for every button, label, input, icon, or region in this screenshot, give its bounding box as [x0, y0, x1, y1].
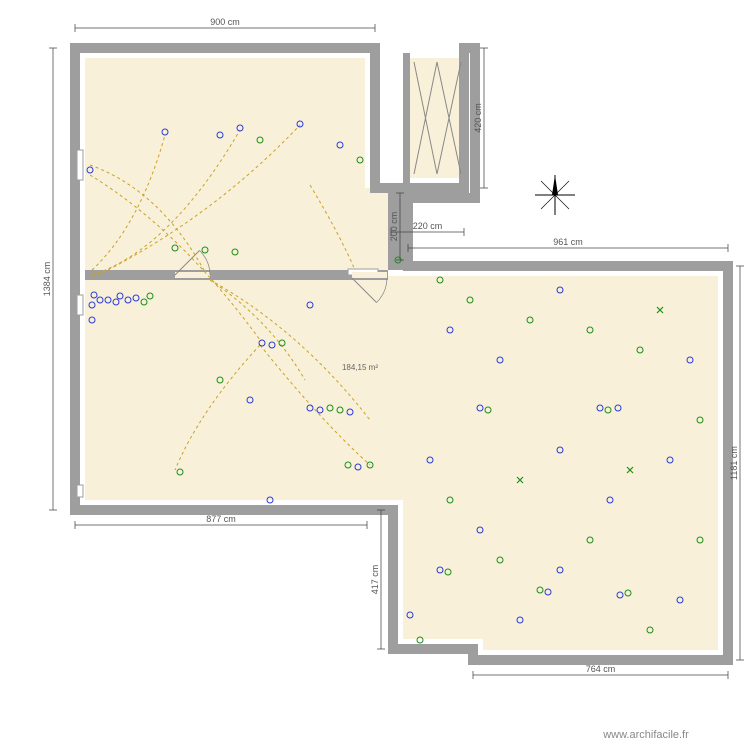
dimension-label: 1181 cm: [729, 446, 739, 480]
dimension-label: 1384 cm: [42, 262, 52, 297]
window: [77, 150, 83, 180]
area-label: 184,15 m²: [342, 363, 378, 372]
compass-icon: [535, 175, 575, 215]
floor-area: [410, 58, 465, 178]
dimension-label: 220 cm: [413, 221, 443, 231]
floor-area: [85, 58, 388, 270]
dimension-label: 877 cm: [206, 514, 236, 524]
garage-wall: [403, 53, 410, 188]
dimension-label: 900 cm: [210, 17, 240, 27]
watermark: www.archifacile.fr: [602, 729, 689, 741]
partition-wall: [85, 270, 388, 280]
dimension-label: 417 cm: [370, 565, 380, 595]
dimension-label: 961 cm: [553, 237, 583, 247]
dimension-label: 764 cm: [586, 664, 616, 674]
floor-plan: 900 cm 1384 cm 877 cm 220 cm 200 cm 420 cm 961…: [0, 0, 750, 750]
window: [77, 295, 83, 315]
window: [77, 485, 83, 497]
dimension-label: 200 cm: [389, 212, 399, 242]
dimension-label: 420 cm: [473, 103, 483, 133]
